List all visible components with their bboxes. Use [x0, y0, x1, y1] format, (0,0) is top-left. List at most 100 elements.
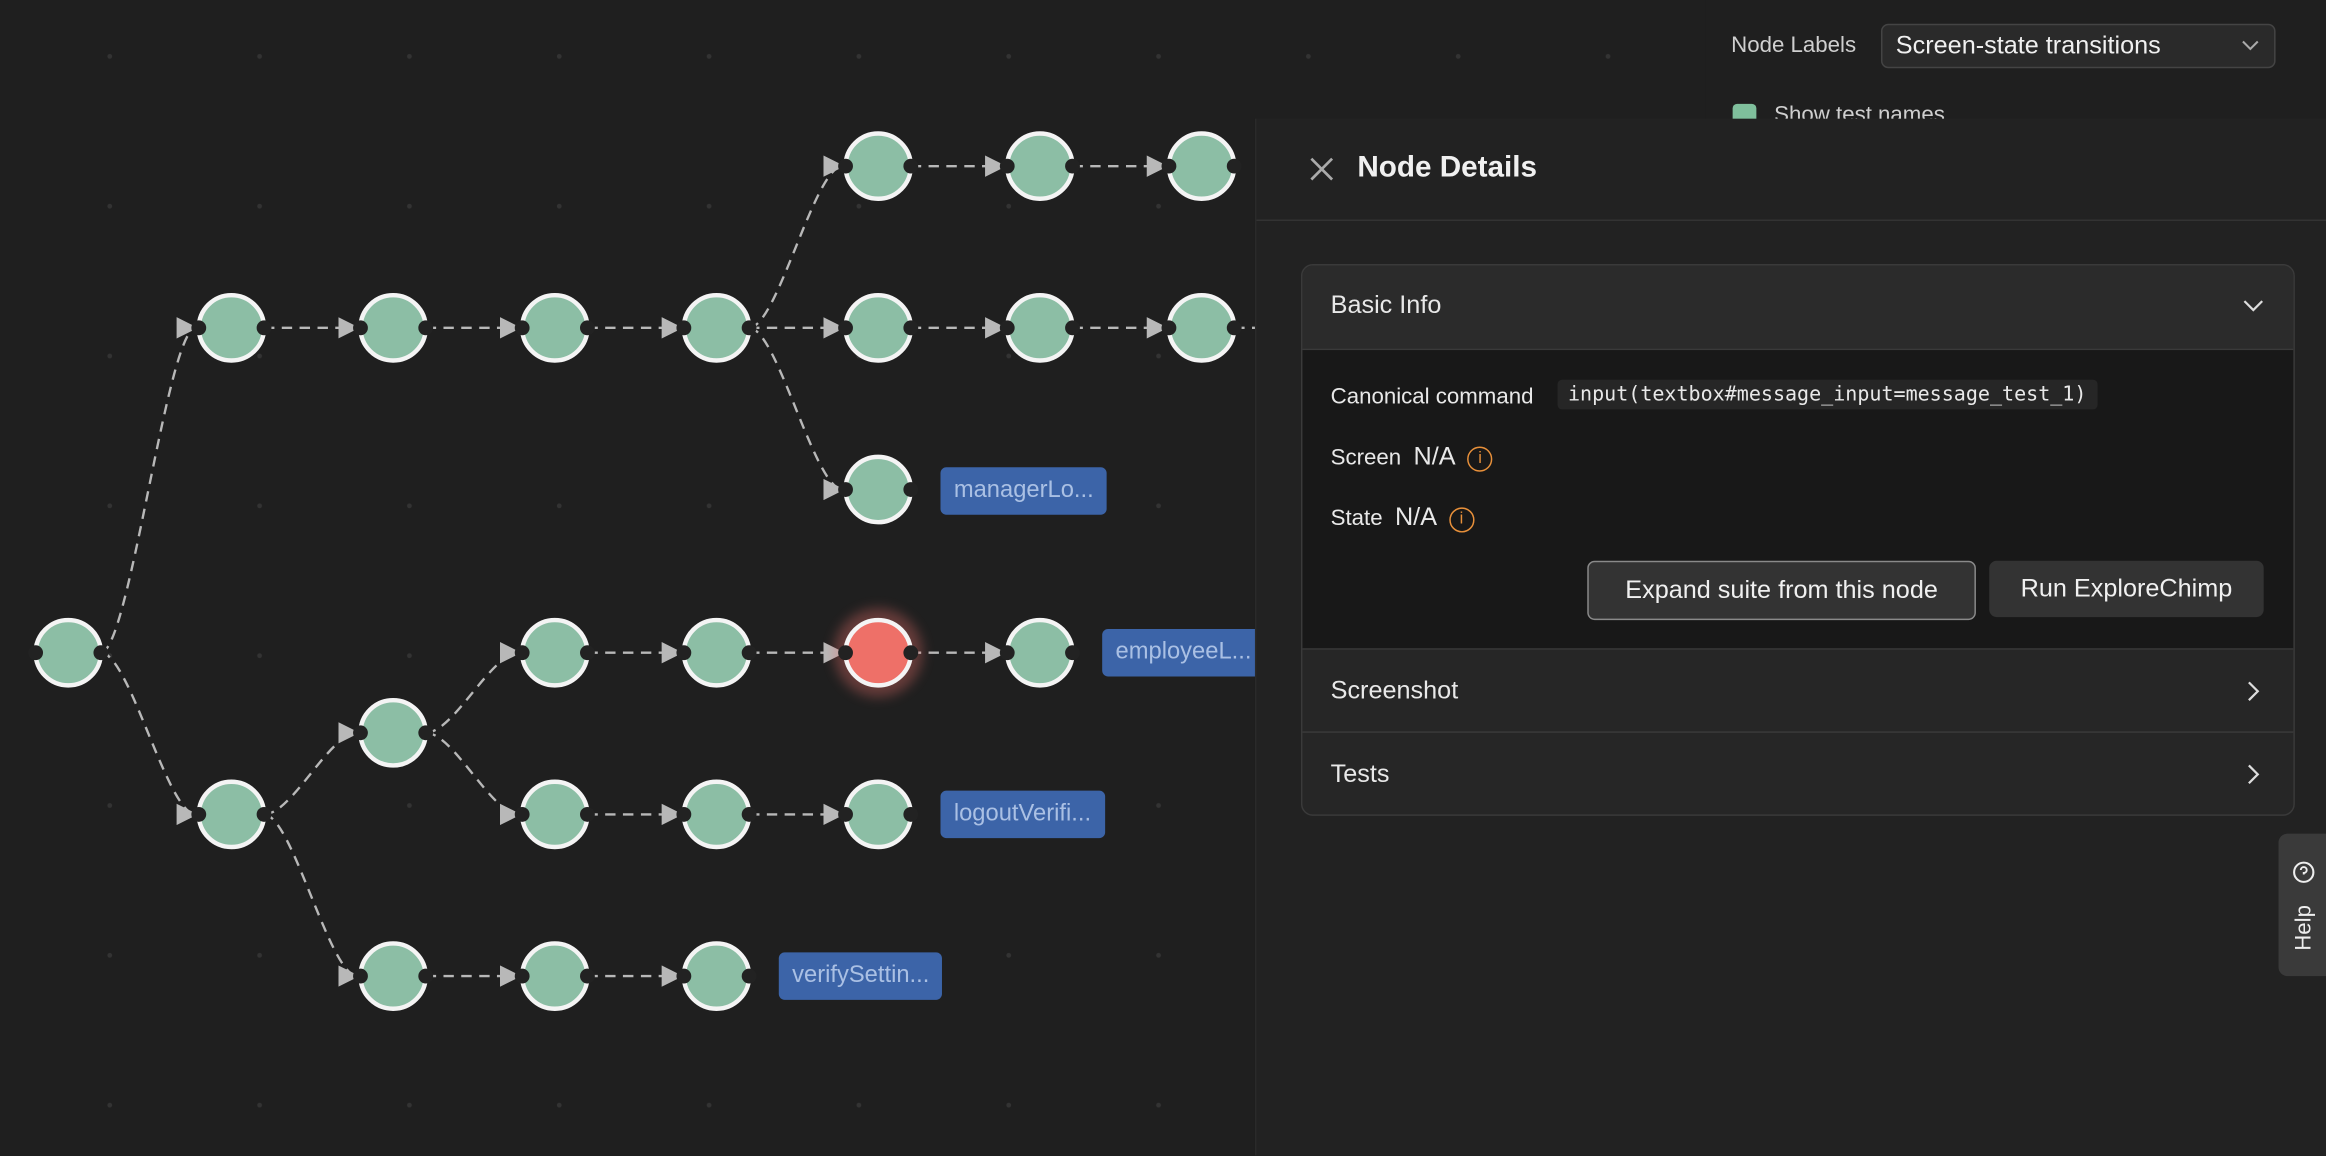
port: [676, 806, 692, 822]
edge: [748, 155, 845, 330]
port: [191, 806, 207, 822]
screenshot-section[interactable]: Screenshot: [1302, 648, 2294, 733]
port: [999, 158, 1015, 174]
close-button[interactable]: [1308, 156, 1335, 183]
port: [418, 725, 434, 741]
info-icon[interactable]: i: [1448, 506, 1475, 532]
node[interactable]: [681, 779, 752, 850]
port: [903, 158, 919, 174]
node-label[interactable]: employeeL...: [1102, 628, 1265, 677]
node[interactable]: [519, 292, 590, 363]
node[interactable]: [196, 779, 267, 850]
port: [741, 968, 757, 984]
node-label[interactable]: verifySettin...: [778, 952, 943, 1000]
node[interactable]: [1005, 131, 1075, 202]
node[interactable]: [681, 617, 752, 688]
section-title: Screenshot: [1330, 676, 1459, 705]
port: [903, 482, 919, 497]
field-row: State N/A i: [1330, 502, 1475, 533]
port: [580, 806, 595, 822]
port: [256, 806, 272, 822]
help-tab[interactable]: Help: [2278, 833, 2326, 977]
help-text: Help: [2291, 905, 2317, 951]
node[interactable]: [358, 697, 428, 768]
port: [838, 158, 853, 174]
divider: [1256, 219, 2326, 222]
port: [838, 482, 853, 497]
node[interactable]: [519, 617, 590, 688]
run-button[interactable]: Run ExploreChimp: [1989, 560, 2264, 618]
edge: [263, 722, 360, 816]
chevron: [2243, 300, 2264, 312]
port: [838, 806, 853, 822]
port: [999, 645, 1015, 661]
port: [580, 968, 595, 984]
node[interactable]: [1005, 292, 1075, 363]
node[interactable]: [1005, 617, 1075, 688]
port: [1226, 320, 1242, 336]
port: [580, 320, 595, 336]
port: [1065, 320, 1080, 336]
port: [1065, 645, 1080, 661]
node[interactable]: [843, 454, 914, 525]
node-labels-label: Node Labels: [1731, 32, 1857, 58]
node[interactable]: [196, 292, 267, 363]
field-row: Screen N/A i: [1331, 442, 1493, 472]
port: [999, 320, 1015, 336]
port: [903, 806, 919, 822]
node-details-panel: Node Details Basic Info Canonical comman…: [1254, 118, 2326, 1156]
node-labels-select[interactable]: Screen-state transitions: [1880, 23, 2276, 69]
code: input(textbox#message_input=message_test…: [1557, 379, 2097, 410]
node[interactable]: [843, 779, 914, 850]
port: [418, 320, 434, 336]
node[interactable]: [843, 292, 914, 363]
expand-button[interactable]: Expand suite from this node: [1587, 560, 1976, 621]
node[interactable]: [1166, 131, 1237, 202]
node[interactable]: [681, 941, 752, 1011]
node[interactable]: [33, 617, 104, 688]
chevron: [2248, 681, 2260, 701]
field-label: State: [1330, 505, 1383, 532]
port: [514, 645, 530, 661]
node[interactable]: [519, 779, 590, 850]
node[interactable]: [519, 941, 590, 1011]
node-label[interactable]: managerLo...: [940, 467, 1108, 515]
node[interactable]: [681, 292, 752, 363]
port: [580, 645, 595, 661]
port: [903, 645, 919, 661]
node[interactable]: [358, 941, 428, 1011]
node-label[interactable]: logoutVerifi...: [940, 790, 1105, 839]
node[interactable]: [358, 292, 428, 363]
node[interactable]: [1166, 292, 1237, 363]
chevron: [2242, 40, 2259, 51]
port: [514, 968, 530, 984]
port: [903, 320, 919, 336]
port: [676, 968, 692, 984]
field-label: Screen: [1330, 445, 1402, 471]
port: [353, 968, 368, 984]
edge: [425, 731, 522, 826]
port: [741, 645, 757, 661]
section-title: Tests: [1330, 759, 1390, 788]
details-card: Basic Info Canonical command input(textb…: [1300, 264, 2295, 816]
node[interactable]: [843, 131, 914, 202]
edge: [263, 813, 360, 987]
port: [676, 320, 692, 336]
basic-info-header[interactable]: Basic Info: [1302, 265, 2294, 349]
chevron: [2248, 764, 2260, 785]
field-value: N/A: [1394, 502, 1438, 532]
port: [418, 968, 434, 984]
port: [93, 645, 109, 661]
info-icon[interactable]: i: [1467, 445, 1493, 472]
port: [514, 320, 530, 336]
tests-section[interactable]: Tests: [1302, 731, 2294, 814]
port: [1161, 158, 1177, 174]
port: [838, 320, 853, 336]
node-selected[interactable]: [843, 617, 914, 688]
edge: [748, 326, 845, 501]
port: [838, 645, 853, 661]
port: [741, 320, 757, 336]
help-icon: [2293, 861, 2315, 883]
edge: [425, 642, 522, 734]
